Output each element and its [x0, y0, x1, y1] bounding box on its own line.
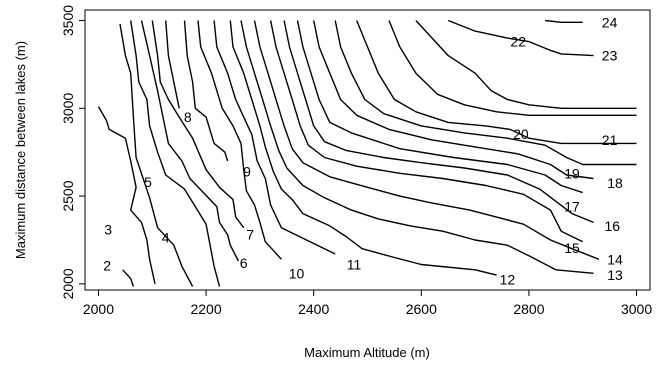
- contour-label-8: 8: [184, 109, 192, 125]
- contour-line-19: [334, 20, 637, 166]
- contour-line-14: [253, 20, 600, 260]
- contour-line-12: [229, 20, 497, 276]
- contour-label-17: 17: [564, 199, 580, 215]
- x-axis-title: Maximum Altitude (m): [304, 345, 430, 360]
- contour-label-21: 21: [602, 132, 618, 148]
- contour-line-18: [313, 20, 594, 180]
- contour-label-6: 6: [240, 255, 248, 271]
- contour-line-13: [240, 20, 594, 274]
- contour-label-12: 12: [500, 272, 516, 288]
- y-axis-title: Maximum distance between lakes (m): [13, 41, 28, 259]
- contour-label-7: 7: [246, 227, 254, 243]
- y-tick-label-2500: 2500: [60, 180, 76, 211]
- contour-label-19: 19: [564, 165, 580, 181]
- plot-frame: [84, 9, 651, 291]
- contour-line-16: [283, 20, 594, 224]
- contour-line-15: [269, 20, 584, 243]
- contour-line-22: [415, 20, 637, 109]
- contour-line-9: [183, 20, 229, 162]
- contour-label-18: 18: [607, 175, 623, 191]
- contour-label-3: 3: [104, 221, 112, 237]
- contour-line-7: [151, 20, 245, 229]
- contour-label-14: 14: [607, 251, 623, 267]
- x-tick-label-2000: 2000: [83, 301, 114, 317]
- x-tick-label-3000: 3000: [621, 301, 652, 317]
- contour-line-4: [119, 23, 194, 287]
- contour-label-23: 23: [602, 48, 618, 64]
- contour-label-13: 13: [607, 267, 623, 283]
- contour-label-16: 16: [605, 218, 621, 234]
- contour-line-23: [447, 19, 594, 57]
- contour-label-4: 4: [162, 229, 170, 245]
- contour-label-9: 9: [243, 164, 251, 180]
- contour-line-24: [545, 19, 583, 23]
- x-tick-label-2400: 2400: [298, 301, 329, 317]
- contour-line-17: [296, 20, 583, 194]
- y-axis: 2000 2500 3000 3500: [60, 5, 85, 299]
- contour-label-5: 5: [144, 174, 152, 190]
- y-tick-label-2000: 2000: [60, 268, 76, 299]
- contour-line-6: [140, 20, 240, 262]
- x-axis: 2000 2200 2400 2600 2800 3000: [83, 290, 652, 317]
- contour-line-5: [130, 20, 221, 287]
- contour-line-8: [165, 20, 180, 109]
- x-tick-label-2200: 2200: [190, 301, 221, 317]
- x-tick-label-2800: 2800: [513, 301, 544, 317]
- contour-line-3: [97, 106, 156, 285]
- contour-line-21: [388, 20, 637, 116]
- x-tick-label-2600: 2600: [406, 301, 437, 317]
- contour-line-11: [213, 20, 336, 255]
- contour-lines: [97, 19, 637, 287]
- contour-label-15: 15: [564, 240, 580, 256]
- contour-line-10: [197, 20, 282, 260]
- y-tick-label-3500: 3500: [60, 5, 76, 36]
- contour-line-20: [356, 20, 637, 145]
- contour-line-2: [122, 269, 135, 287]
- contour-label-2: 2: [103, 257, 111, 273]
- contour-label-22: 22: [510, 34, 526, 50]
- y-tick-label-3000: 3000: [60, 93, 76, 124]
- contour-label-11: 11: [347, 257, 362, 273]
- contour-label-20: 20: [513, 126, 529, 142]
- contour-label-24: 24: [602, 14, 618, 30]
- contour-label-10: 10: [289, 265, 305, 281]
